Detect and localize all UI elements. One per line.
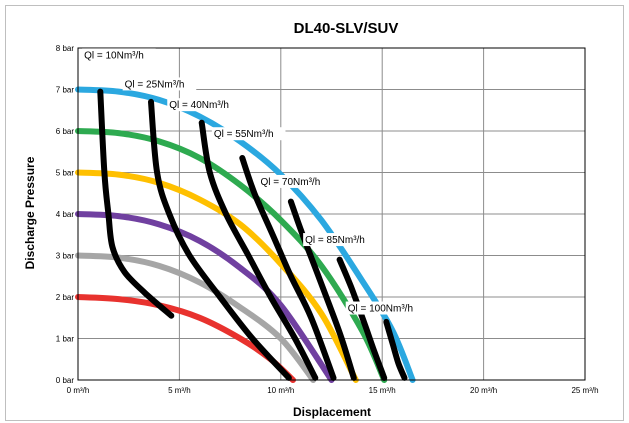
curve-label-text: Ql = 70Nm³/h — [261, 177, 321, 188]
curve-label-text: Ql = 10Nm³/h — [84, 50, 144, 61]
curve-label-text: Ql = 25Nm³/h — [125, 79, 185, 90]
x-tick-label: 10 m³/h — [267, 386, 294, 395]
chart-title: DL40-SLV/SUV — [294, 20, 399, 37]
plot-border — [77, 47, 586, 381]
pressure-curve — [75, 211, 335, 383]
curve-label-bg — [82, 48, 156, 62]
y-tick-label: 6 bar — [56, 127, 75, 136]
y-tick-label: 0 bar — [56, 376, 75, 385]
y-tick-label: 7 bar — [56, 86, 75, 95]
x-tick-label: 5 m³/h — [168, 386, 191, 395]
y-tick-label: 3 bar — [56, 252, 75, 261]
y-tick-label: 8 bar — [56, 44, 75, 53]
curve-label-text: Ql = 85Nm³/h — [305, 235, 365, 246]
y-tick-label: 1 bar — [56, 335, 75, 344]
y-tick-label: 2 bar — [56, 293, 75, 302]
curve-label: Ql = 55Nm³/h — [211, 127, 286, 141]
flow-curve — [148, 98, 292, 381]
curve-label: Ql = 10Nm³/h — [82, 48, 156, 62]
x-tick-label: 0 m³/h — [67, 386, 90, 395]
x-tick-label: 20 m³/h — [470, 386, 497, 395]
curve-label-bg — [167, 98, 241, 112]
curve-label-bg — [122, 77, 197, 91]
curve-label-text: Ql = 40Nm³/h — [169, 100, 229, 111]
curve-label-text: Ql = 100Nm³/h — [348, 304, 413, 315]
flow-curve — [336, 256, 388, 381]
x-axis-title: Displacement — [293, 405, 371, 419]
flow-curve — [97, 88, 175, 319]
curve-label-bg — [303, 233, 377, 247]
curve-label: Ql = 25Nm³/h — [122, 77, 197, 91]
flow-curve — [287, 198, 357, 381]
x-tick-label: 25 m³/h — [571, 386, 598, 395]
curve-label-bg — [211, 127, 286, 141]
flow-curve — [198, 119, 319, 381]
curve-label: Ql = 70Nm³/h — [258, 174, 333, 188]
curve-label: Ql = 100Nm³/h — [345, 301, 426, 315]
curve-label-bg — [345, 301, 426, 315]
flow-curve — [383, 318, 408, 381]
curve-label: Ql = 40Nm³/h — [167, 98, 241, 112]
y-tick-label: 5 bar — [56, 169, 75, 178]
axes: 0 m³/h 5 m³/h 10 m³/h 15 m³/h 20 m³/h 25 m³/h… — [56, 44, 599, 395]
curve-label-bg — [258, 174, 333, 188]
x-tick-label: 15 m³/h — [369, 386, 396, 395]
curve-label: Ql = 85Nm³/h — [303, 233, 377, 247]
y-axis-title: Discharge Pressure — [23, 156, 37, 269]
flow-curves — [97, 88, 408, 381]
curve-labels: Ql = 10Nm³/h Ql = 25Nm³/h Ql = 40Nm³/h Ql =… — [82, 48, 426, 315]
flow-curve — [239, 155, 337, 381]
y-tick-label: 4 bar — [56, 210, 75, 219]
curve-label-text: Ql = 55Nm³/h — [214, 129, 274, 140]
